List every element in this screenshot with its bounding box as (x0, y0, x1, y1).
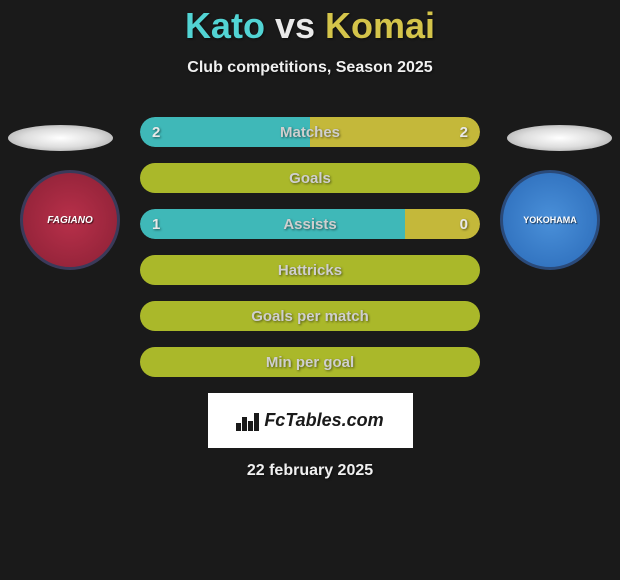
stat-bar-matches: 2 2 Matches (140, 117, 480, 147)
team-badge-right: YOKOHAMA (500, 170, 600, 270)
player1-name: Kato (185, 5, 265, 46)
stat-bar-hattricks: Hattricks (140, 255, 480, 285)
fctables-label: FcTables.com (264, 410, 383, 431)
stat-fill-left (140, 209, 405, 239)
stat-label: Goals per match (251, 308, 369, 325)
fctables-icon (236, 411, 260, 431)
stat-bar-goals-per-match: Goals per match (140, 301, 480, 331)
stat-bar-min-per-goal: Min per goal (140, 347, 480, 377)
stat-label: Assists (283, 216, 336, 233)
stat-bar-assists: 1 0 Assists (140, 209, 480, 239)
fctables-attribution: FcTables.com (208, 393, 413, 448)
player2-name: Komai (325, 5, 435, 46)
stat-value-left: 2 (152, 124, 160, 141)
stat-value-right: 2 (460, 124, 468, 141)
player2-ellipse (507, 125, 612, 151)
stat-label: Min per goal (266, 354, 354, 371)
player1-ellipse (8, 125, 113, 151)
team-badge-left-text: FAGIANO (47, 215, 93, 226)
comparison-title: Kato vs Komai (185, 5, 435, 47)
stat-bar-goals: Goals (140, 163, 480, 193)
team-badge-left: FAGIANO (20, 170, 120, 270)
stat-label: Matches (280, 124, 340, 141)
subtitle: Club competitions, Season 2025 (187, 59, 432, 77)
stat-value-right: 0 (460, 216, 468, 233)
date-text: 22 february 2025 (247, 462, 373, 480)
stats-area: 2 2 Matches Goals 1 0 Assists Hattricks Goals pe… (140, 117, 480, 377)
stat-label: Hattricks (278, 262, 342, 279)
team-badge-right-text: YOKOHAMA (523, 215, 577, 225)
vs-text: vs (275, 5, 315, 46)
stat-fill-right (405, 209, 480, 239)
stat-label: Goals (289, 170, 331, 187)
stat-value-left: 1 (152, 216, 160, 233)
